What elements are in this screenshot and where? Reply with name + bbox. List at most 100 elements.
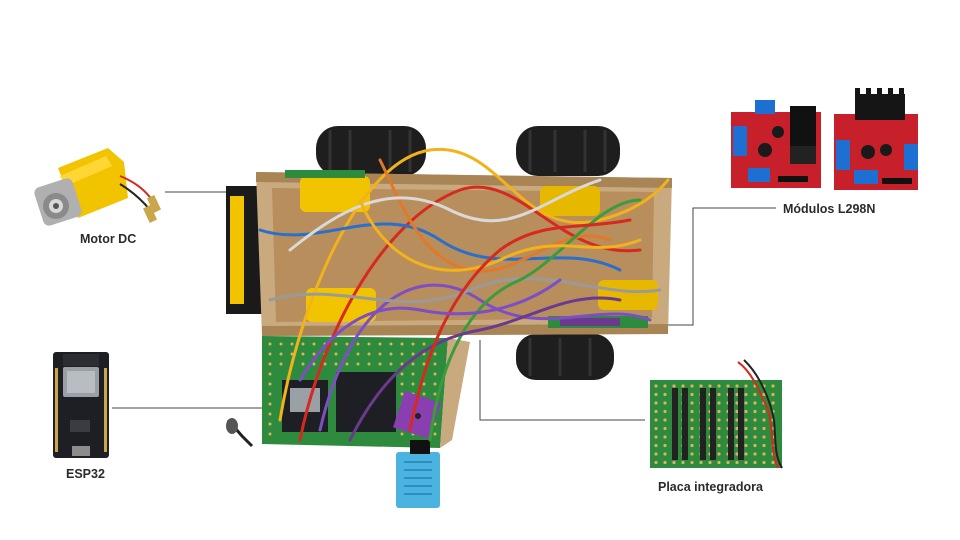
pcb-hole <box>378 362 382 366</box>
pcb-hole <box>762 435 766 439</box>
pcb-hole <box>753 426 757 431</box>
pcb-hole <box>422 382 426 386</box>
pcb-hole <box>726 384 730 388</box>
pcb-hole <box>717 443 721 448</box>
pcb-hole <box>771 384 775 388</box>
pcb-hole <box>268 422 272 426</box>
pcb-hole <box>735 418 739 422</box>
pcb-hole <box>367 342 371 346</box>
pcb-hole <box>389 342 393 346</box>
pcb-hole <box>400 392 404 396</box>
pcb-hole <box>312 342 316 346</box>
wire <box>258 222 622 272</box>
pcb-hole <box>411 362 415 366</box>
pcb-hole <box>268 412 272 416</box>
pcb-hole <box>753 443 757 448</box>
pcb-hole <box>389 362 393 366</box>
pcb-hole <box>268 352 272 356</box>
pcb-hole <box>762 392 766 397</box>
pcb-hole <box>690 460 694 465</box>
pcb-hole <box>672 460 676 465</box>
pcb-hole <box>411 342 415 346</box>
pcb-hole <box>708 460 712 465</box>
wire <box>318 283 652 432</box>
pcb-hole <box>663 443 667 448</box>
pcb-hole <box>690 401 694 405</box>
pcb-hole <box>654 392 658 397</box>
l298n-modules-image <box>731 88 918 190</box>
pcb-hole <box>663 452 667 456</box>
pcb-hole <box>654 409 658 414</box>
pcb-hole <box>422 362 426 366</box>
pcb-hole <box>312 362 316 366</box>
pcb-hole <box>389 352 393 356</box>
pcb-hole <box>654 460 658 465</box>
pcb-hole <box>663 409 667 414</box>
pcb-hole <box>681 460 685 465</box>
pcb-hole <box>690 392 694 397</box>
pcb-hole <box>735 435 739 439</box>
pcb-hole <box>334 342 338 346</box>
wire <box>278 147 670 422</box>
pcb-hole <box>378 352 382 356</box>
pcb-hole <box>301 352 305 356</box>
pcb-hole <box>654 418 658 422</box>
pcb-hole <box>735 443 739 448</box>
pcb-hole <box>717 426 721 431</box>
pcb-hole <box>762 460 766 465</box>
pcb-hole <box>762 409 766 414</box>
pcb-hole <box>268 362 272 366</box>
connector-placa <box>479 340 645 421</box>
pcb-hole <box>717 409 721 414</box>
pcb-hole <box>400 372 404 376</box>
pcb-hole <box>744 443 748 448</box>
pcb-hole <box>400 352 404 356</box>
pcb-hole <box>735 460 739 465</box>
pcb-hole <box>735 426 739 431</box>
pcb-hole <box>422 392 426 396</box>
pcb-hole <box>690 409 694 414</box>
pcb-hole <box>744 435 748 439</box>
pcb-hole <box>334 362 338 366</box>
pcb-hole <box>735 401 739 405</box>
pcb-hole <box>744 418 748 422</box>
pcb-hole <box>356 362 360 366</box>
pcb-hole <box>762 452 766 456</box>
pcb-hole <box>268 392 272 396</box>
pcb-hole <box>301 342 305 346</box>
pcb-hole <box>690 426 694 431</box>
pcb-hole <box>433 432 437 436</box>
pcb-hole <box>753 392 757 397</box>
pcb-hole <box>663 418 667 422</box>
pcb-hole <box>268 382 272 386</box>
pcb-hole <box>433 372 437 376</box>
pcb-hole <box>726 460 730 465</box>
pcb-hole <box>672 384 676 388</box>
pcb-hole <box>717 401 721 405</box>
pcb-hole <box>279 342 283 346</box>
label-motor-dc: Motor DC <box>80 232 137 246</box>
pcb-hole <box>334 352 338 356</box>
pcb-hole <box>433 352 437 356</box>
pcb-hole <box>744 392 748 397</box>
pcb-hole <box>762 443 766 448</box>
pcb-hole <box>411 372 415 376</box>
pcb-hole <box>367 352 371 356</box>
pcb-hole <box>690 418 694 422</box>
pcb-hole <box>690 384 694 388</box>
pcb-hole <box>708 384 712 388</box>
pcb-hole <box>312 352 316 356</box>
pcb-hole <box>279 352 283 356</box>
label-placa-integradora: Placa integradora <box>658 480 763 494</box>
pcb-hole <box>717 460 721 465</box>
pcb-hole <box>681 384 685 388</box>
pcb-hole <box>762 426 766 431</box>
pcb-hole <box>735 452 739 456</box>
pcb-hole <box>400 382 404 386</box>
pcb-hole <box>717 452 721 456</box>
pcb-hole <box>753 460 757 465</box>
pcb-hole <box>654 426 658 431</box>
pcb-hole <box>744 452 748 456</box>
pcb-hole <box>753 435 757 439</box>
